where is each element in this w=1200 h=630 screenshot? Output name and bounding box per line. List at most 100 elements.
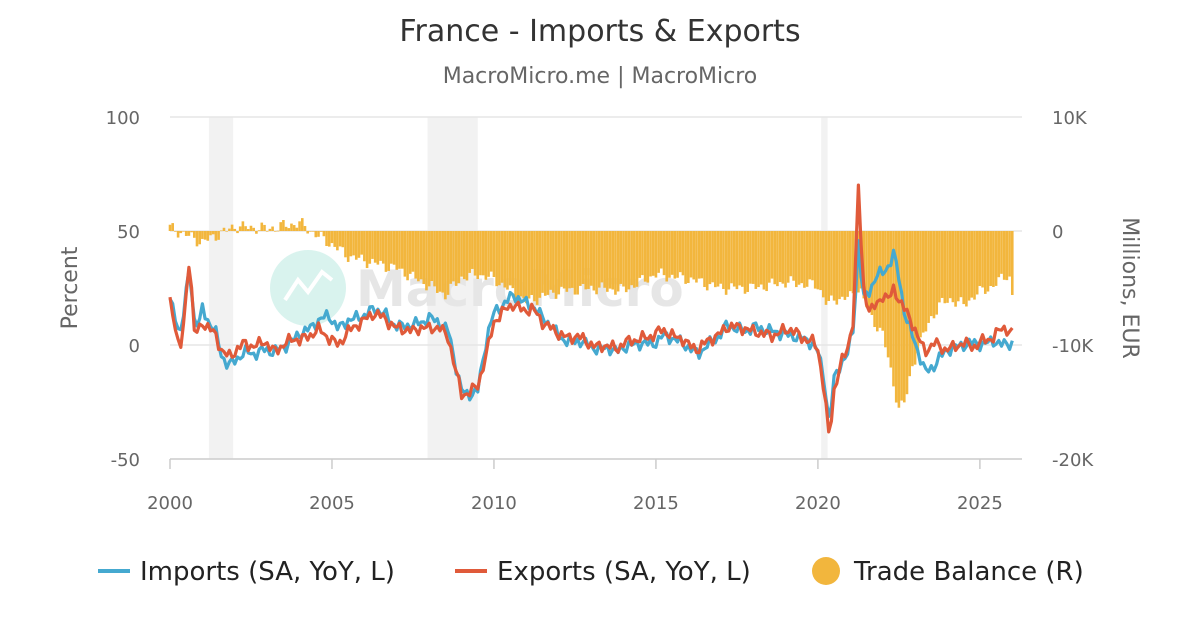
trade-balance-bar: [673, 231, 677, 279]
trade-balance-bar: [730, 231, 733, 284]
trade-balance-bar: [284, 226, 288, 231]
trade-balance-bar: [619, 231, 623, 284]
series-line-exports: [168, 183, 1014, 434]
trade-balance-bar: [300, 218, 304, 231]
trade-balance-bar: [427, 231, 431, 287]
trade-balance-bar: [344, 231, 347, 258]
legend-item-trade-balance[interactable]: Trade Balance (R): [812, 557, 1084, 587]
trade-balance-bar: [206, 231, 210, 241]
trade-balance-bar: [913, 231, 917, 365]
trade-balance-bar: [722, 231, 725, 290]
trade-balance-bar: [708, 231, 712, 285]
trade-balance-bar: [476, 231, 480, 279]
trade-balance-bar: [462, 231, 466, 280]
trade-balance-bars: [168, 218, 1014, 408]
trade-balance-bar: [330, 231, 334, 244]
trade-balance-bar: [325, 231, 328, 247]
trade-balance-bar: [214, 231, 218, 241]
trade-balance-bar: [554, 231, 558, 299]
trade-balance-bar: [319, 231, 323, 232]
trade-balance-bar: [327, 231, 331, 247]
trade-balance-bar: [395, 231, 399, 270]
trade-balance-bar: [217, 231, 220, 240]
trade-balance-bar: [959, 231, 963, 298]
trade-balance-bar: [622, 231, 625, 287]
legend-item-imports[interactable]: Imports (SA, YoY, L): [98, 557, 395, 587]
trade-balance-bar: [557, 231, 561, 295]
trade-balance-bar: [246, 229, 250, 231]
trade-balance-bar: [184, 231, 188, 236]
trade-balance-bar: [357, 231, 361, 258]
trade-balance-bar: [400, 231, 404, 269]
trade-balance-bar: [689, 231, 693, 278]
watermark-logo-icon: [270, 250, 346, 326]
trade-balance-bar: [533, 231, 536, 302]
trade-balance-bar: [390, 231, 393, 264]
y-right-tick-label: -20K: [1052, 450, 1094, 471]
trade-balance-bar: [487, 231, 490, 277]
trade-balance-bar: [260, 222, 264, 231]
trade-balance-bar: [176, 231, 180, 238]
trade-balance-bar: [981, 231, 984, 288]
trade-balance-bar: [943, 231, 947, 304]
trade-balance-bar: [1000, 231, 1003, 274]
trade-balance-bar: [851, 231, 855, 294]
trade-balance-bar: [195, 231, 199, 247]
trade-balance-bar: [219, 230, 223, 232]
trade-balance-bar: [956, 231, 960, 302]
trade-balance-bar: [535, 231, 539, 305]
trade-balance-bar: [336, 231, 339, 251]
trade-balance-bar: [846, 231, 849, 297]
trade-balance-bar: [573, 231, 577, 295]
trade-balance-bar: [827, 231, 831, 302]
trade-balance-bar: [719, 231, 723, 284]
trade-balance-bar: [425, 231, 428, 291]
trade-balance-bar: [360, 231, 363, 255]
trade-balance-bar: [1005, 231, 1009, 281]
trade-balance-bar: [776, 231, 779, 287]
trade-balance-bar: [244, 226, 247, 231]
trade-balance-bar: [813, 231, 817, 289]
trade-balance-bar: [417, 231, 420, 282]
y-left-axis-title: Percent: [58, 246, 83, 329]
trade-balance-bar: [168, 224, 172, 231]
trade-balance-bar: [454, 231, 458, 286]
legend-item-exports[interactable]: Exports (SA, YoY, L): [455, 557, 751, 587]
x-tick-label: 2020: [795, 493, 841, 514]
trade-balance-bar: [1002, 231, 1006, 280]
trade-balance-bar: [354, 231, 358, 260]
trade-balance-bar: [757, 231, 760, 288]
trade-balance-bar: [568, 231, 571, 289]
chart-subtitle: MacroMicro.me | MacroMicro: [442, 64, 758, 89]
trade-balance-bar: [365, 231, 369, 269]
trade-balance-bar: [384, 231, 388, 272]
trade-balance-bar: [900, 231, 903, 401]
trade-balance-bar: [741, 231, 744, 287]
trade-balance-bar: [935, 231, 938, 315]
trade-balance-bar: [222, 227, 226, 231]
trade-balance-bar: [298, 221, 301, 231]
trade-balance-bar: [940, 231, 944, 298]
trade-balance-bar: [975, 231, 979, 295]
trade-balance-bar: [749, 231, 752, 284]
trade-balance-bar: [978, 231, 982, 286]
trade-balance-bar: [967, 231, 971, 301]
trade-balance-bar: [236, 231, 239, 234]
y-right-axis-title: Millions, EUR: [1117, 217, 1142, 359]
trade-balance-bar: [441, 231, 444, 293]
trade-balance-bar: [241, 221, 245, 231]
trade-balance-bar: [273, 231, 277, 232]
trade-balance-bar: [514, 231, 517, 299]
trade-balance-bar: [654, 231, 658, 278]
y-right-tick-label: 0: [1052, 222, 1063, 243]
trade-balance-bar: [363, 231, 366, 262]
trade-balance-bar: [465, 231, 469, 281]
trade-balance-bar: [711, 231, 714, 283]
trade-balance-bar: [800, 231, 804, 284]
trade-balance-bar: [371, 231, 374, 259]
trade-balance-bar: [881, 231, 884, 331]
trade-balance-bar: [692, 231, 696, 280]
trade-balance-bar: [271, 226, 274, 231]
trade-balance-bar: [579, 231, 582, 286]
watermark-logo-line-icon: [283, 269, 334, 302]
